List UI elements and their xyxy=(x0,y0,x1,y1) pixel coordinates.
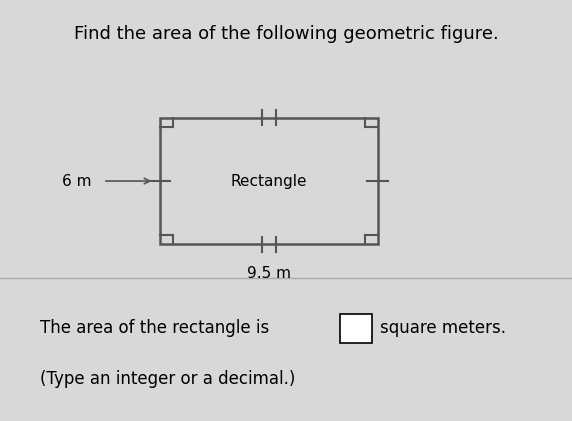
FancyBboxPatch shape xyxy=(340,314,372,343)
Bar xyxy=(160,118,378,244)
Text: Rectangle: Rectangle xyxy=(231,173,307,189)
Text: Find the area of the following geometric figure.: Find the area of the following geometric… xyxy=(74,25,498,43)
Text: 9.5 m: 9.5 m xyxy=(247,266,291,281)
Text: (Type an integer or a decimal.): (Type an integer or a decimal.) xyxy=(40,370,295,388)
Text: The area of the rectangle is: The area of the rectangle is xyxy=(40,320,269,337)
Text: 6 m: 6 m xyxy=(62,173,92,189)
Text: square meters.: square meters. xyxy=(380,320,506,337)
